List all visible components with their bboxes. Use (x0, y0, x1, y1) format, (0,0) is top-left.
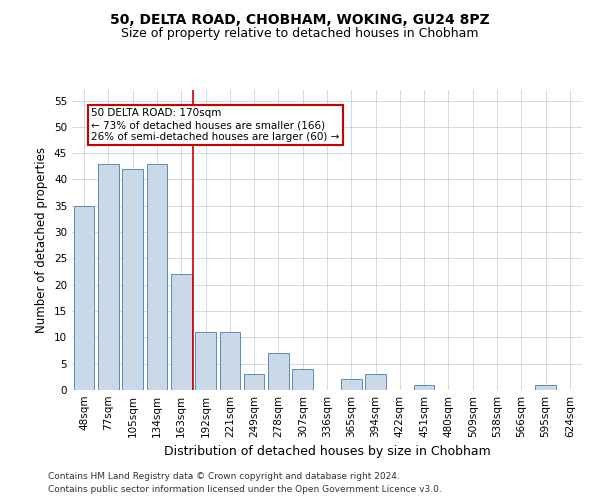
Bar (244, 374, 265, 390)
Y-axis label: Number of detached properties: Number of detached properties (35, 147, 49, 333)
Bar (122, 169, 143, 390)
Bar (414, 384, 434, 390)
Bar (171, 274, 191, 390)
Bar (341, 380, 362, 390)
Text: Contains public sector information licensed under the Open Government Licence v3: Contains public sector information licen… (48, 485, 442, 494)
Bar (292, 369, 313, 390)
Text: Size of property relative to detached houses in Chobham: Size of property relative to detached ho… (121, 28, 479, 40)
X-axis label: Distribution of detached houses by size in Chobham: Distribution of detached houses by size … (164, 446, 490, 458)
Bar (220, 332, 240, 390)
Bar (268, 353, 289, 390)
Bar (195, 332, 216, 390)
Bar (98, 164, 119, 390)
Text: 50 DELTA ROAD: 170sqm
← 73% of detached houses are smaller (166)
26% of semi-det: 50 DELTA ROAD: 170sqm ← 73% of detached … (91, 108, 340, 142)
Bar (74, 206, 94, 390)
Text: 50, DELTA ROAD, CHOBHAM, WOKING, GU24 8PZ: 50, DELTA ROAD, CHOBHAM, WOKING, GU24 8P… (110, 12, 490, 26)
Bar (146, 164, 167, 390)
Text: Contains HM Land Registry data © Crown copyright and database right 2024.: Contains HM Land Registry data © Crown c… (48, 472, 400, 481)
Bar (365, 374, 386, 390)
Bar (535, 384, 556, 390)
